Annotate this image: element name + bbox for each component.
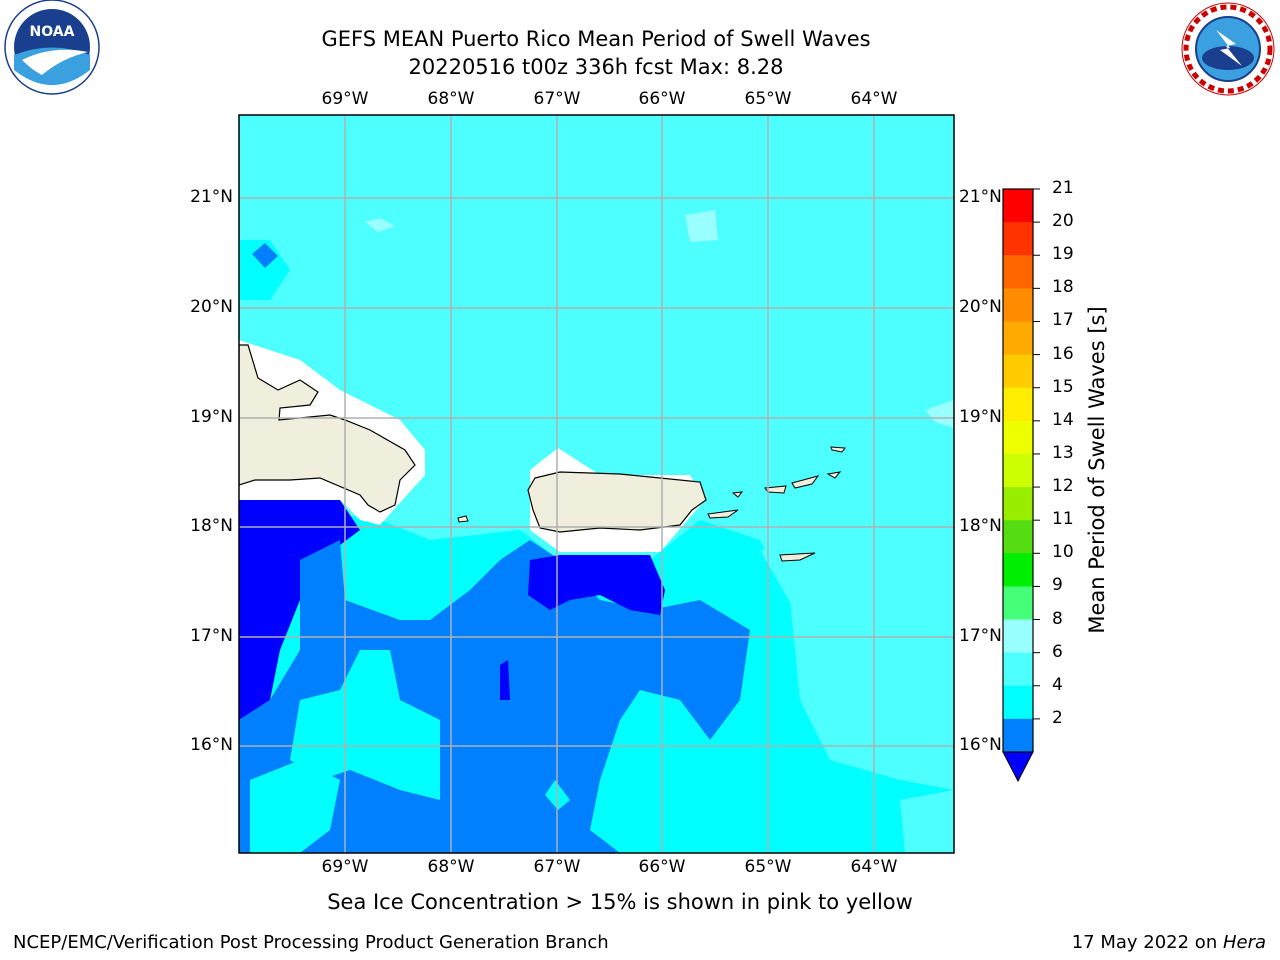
colorbar-segment <box>1003 354 1033 389</box>
colorbar <box>1002 188 1040 783</box>
lon-label-top: 64°W <box>850 89 898 109</box>
colorbar-tick-label: 13 <box>1052 442 1074 463</box>
lat-label-right: 19°N <box>959 407 1002 427</box>
colorbar-tick-label: 6 <box>1052 641 1063 662</box>
colorbar-segment <box>1003 420 1033 455</box>
lon-label-bottom: 68°W <box>427 857 475 877</box>
swell-region-6-8-east <box>760 540 954 700</box>
lat-label-right: 18°N <box>959 516 1002 536</box>
lat-label-left: 18°N <box>190 516 233 536</box>
land-tortola <box>791 475 820 489</box>
colorbar-tick-label: 2 <box>1052 707 1063 728</box>
lat-label-right: 20°N <box>959 297 1002 317</box>
lon-label-bottom: 65°W <box>744 857 792 877</box>
colorbar-segment <box>1003 255 1033 289</box>
swell-patch-8-9-c <box>925 400 954 428</box>
colorbar-segment <box>1003 387 1033 422</box>
chart-subtitle: 20220516 t00z 336h fcst Max: 8.28 <box>408 55 784 79</box>
map-gridlines <box>239 115 954 853</box>
footer-right: 17 May 2022 on Hera <box>1072 932 1266 953</box>
colorbar-segment <box>1003 718 1033 753</box>
swell-patch-lt2 <box>500 660 510 700</box>
lon-label-top: 65°W <box>744 89 792 109</box>
chart-title: GEFS MEAN Puerto Rico Mean Period of Swe… <box>321 27 871 51</box>
lon-label-bottom: 64°W <box>850 857 898 877</box>
lon-label-top: 69°W <box>321 89 369 109</box>
land-st-thomas <box>764 485 787 494</box>
swell-patch-4-6-b <box>250 760 340 853</box>
colorbar-segment <box>1003 520 1033 554</box>
land-culebra <box>731 491 744 498</box>
lat-label-right: 21°N <box>959 187 1002 207</box>
lon-label-bottom: 66°W <box>638 857 686 877</box>
colorbar-segment <box>1003 288 1033 322</box>
land-vieques <box>707 509 739 519</box>
colorbar-segment <box>1003 553 1033 587</box>
colorbar-tick-label: 21 <box>1052 178 1074 198</box>
lat-label-left: 19°N <box>190 407 233 427</box>
map-frame <box>238 114 955 854</box>
footer-left: NCEP/EMC/Verification Post Processing Pr… <box>13 932 609 953</box>
land-puerto-rico <box>527 471 707 533</box>
noaa-logo: NOAA <box>4 0 100 95</box>
swell-patch-2-4-nw <box>252 243 278 268</box>
lon-label-bottom: 67°W <box>533 857 581 877</box>
colorbar-tick-label: 14 <box>1052 409 1074 430</box>
swell-patch-4-6-nw <box>239 240 290 300</box>
colorbar-tick-label: 18 <box>1052 277 1074 298</box>
colorbar-segment <box>1003 487 1033 521</box>
land-anegada <box>830 446 846 453</box>
colorbar-segment <box>1003 222 1033 256</box>
colorbar-tick-label: 17 <box>1052 310 1074 331</box>
colorbar-segment <box>1003 189 1033 223</box>
colorbar-tick-label: 11 <box>1052 509 1074 530</box>
land-hispaniola <box>239 344 416 513</box>
colorbar-frame <box>1002 188 1034 753</box>
colorbar-under-triangle <box>1002 751 1034 783</box>
lat-label-left: 20°N <box>190 297 233 317</box>
swell-patch-8-9-b <box>685 210 718 242</box>
colorbar-segment <box>1003 685 1033 720</box>
swell-region-lt2-west <box>239 500 360 720</box>
colorbar-segment <box>1003 586 1033 621</box>
lon-label-top: 67°W <box>533 89 581 109</box>
footer-host: Hera <box>1222 932 1266 953</box>
lat-label-left: 21°N <box>190 187 233 207</box>
colorbar-tick-label: 9 <box>1052 575 1063 596</box>
colorbar-segment <box>1003 321 1033 356</box>
colorbar-tick-label: 19 <box>1052 244 1074 265</box>
colorbar-tick-label: 16 <box>1052 343 1074 364</box>
land-mona-island <box>457 515 469 523</box>
land-st-croix <box>779 552 816 562</box>
colorbar-tick-label: 20 <box>1052 211 1074 232</box>
swell-region-lt2-south <box>528 555 665 615</box>
footer-date: 17 May 2022 on <box>1071 932 1223 953</box>
noaa-logo-text: NOAA <box>30 24 75 40</box>
colorbar-tick-label: 8 <box>1052 608 1063 629</box>
colorbar-tick-label: 4 <box>1052 674 1063 695</box>
swell-patch-8-9-a <box>365 218 395 232</box>
lat-label-left: 17°N <box>190 626 233 646</box>
colorbar-tick-label: 10 <box>1052 542 1074 563</box>
lon-label-top: 66°W <box>638 89 686 109</box>
swell-region-6-8-southeast <box>900 790 954 853</box>
lat-label-right: 17°N <box>959 626 1002 646</box>
lon-label-bottom: 69°W <box>321 857 369 877</box>
nws-logo <box>1181 2 1275 96</box>
lon-label-top: 68°W <box>427 89 475 109</box>
sea-ice-note: Sea Ice Concentration > 15% is shown in … <box>327 890 913 914</box>
colorbar-tick-label: 12 <box>1052 476 1074 497</box>
colorbar-segment <box>1003 619 1033 654</box>
colorbar-segment <box>1003 652 1033 687</box>
colorbar-tick-label: 15 <box>1052 376 1074 397</box>
land-virgin-gorda <box>826 471 842 479</box>
lat-label-left: 16°N <box>190 735 233 755</box>
swell-patch-4-6-a <box>290 650 440 800</box>
colorbar-segment <box>1003 453 1033 488</box>
lat-label-right: 16°N <box>959 735 1002 755</box>
colorbar-label: Mean Period of Swell Waves [s] <box>1085 306 1109 634</box>
